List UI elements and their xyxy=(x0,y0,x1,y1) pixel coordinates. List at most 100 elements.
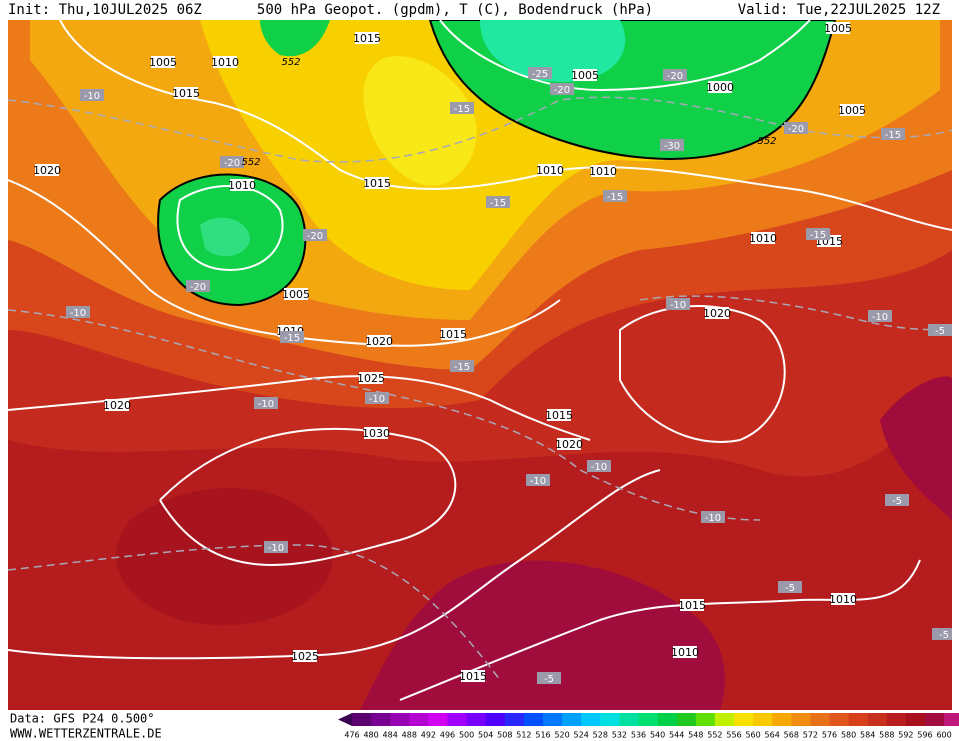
temperature-label-box xyxy=(932,628,952,640)
temperature-label: -5 xyxy=(785,583,795,594)
colorbar-tick-label: 600 xyxy=(936,731,951,740)
isobar-line xyxy=(159,427,457,566)
colorbar-tick-label: 476 xyxy=(344,731,359,740)
colorbar-cell xyxy=(409,713,429,726)
isobar-label-box xyxy=(461,670,485,682)
colorbar-cell xyxy=(734,713,754,726)
isobar-label-box xyxy=(826,22,850,34)
temperature-label: -15 xyxy=(284,333,300,344)
isobar-label-box xyxy=(751,232,775,244)
temperature-label: -20 xyxy=(307,231,323,242)
isobar-label: 1025 xyxy=(357,372,385,385)
field-dark-red xyxy=(8,380,952,710)
temperature-label-box xyxy=(537,672,561,684)
isobar-label-box xyxy=(538,164,562,176)
temperature-label-box xyxy=(784,122,808,134)
isobar-line xyxy=(399,559,921,701)
temperature-label: -10 xyxy=(70,308,86,319)
temperature-label: -30 xyxy=(664,141,680,152)
temperature-label-box xyxy=(280,331,304,343)
map-labels: 1005 1010 1015 1005 1000 1005 1005 1015 1020 1010… xyxy=(33,22,952,685)
isobar-label: 1005 xyxy=(838,104,866,117)
colorbar-tick-label: 504 xyxy=(478,731,493,740)
isobar-line xyxy=(8,375,591,441)
field-crimson xyxy=(880,376,952,520)
isobar-label: 1020 xyxy=(103,399,131,412)
colorbar-tick-label: 576 xyxy=(822,731,837,740)
isobar-label-box xyxy=(105,399,129,411)
isobar-label-box xyxy=(213,56,237,68)
field-teal xyxy=(480,20,626,82)
isobar-label: 1015 xyxy=(678,599,706,612)
valid-time: Valid: Tue,22JUL2025 12Z xyxy=(738,2,940,18)
temperature-line xyxy=(8,309,761,521)
field-bright-yellow xyxy=(363,56,477,186)
temperature-label-box xyxy=(220,156,244,168)
site-name: WWW.WETTERZENTRALE.DE xyxy=(10,727,162,741)
temperature-label-box xyxy=(666,298,690,310)
colorbar-tick-label: 548 xyxy=(688,731,703,740)
temperature-label-box xyxy=(450,360,474,372)
isobar-label-box xyxy=(705,307,729,319)
isobar-label: 1030 xyxy=(362,427,390,440)
isobar-label: 1015 xyxy=(439,328,467,341)
temperature-label: -20 xyxy=(190,282,206,293)
isobar-label: 1015 xyxy=(459,670,487,683)
temperature-label: -10 xyxy=(84,91,100,102)
colorbar-tick-label: 484 xyxy=(383,731,398,740)
colorbar-tick-label: 512 xyxy=(516,731,531,740)
isobar-label-box xyxy=(35,164,59,176)
colorbar-cell xyxy=(428,713,448,726)
isobar-label-box xyxy=(680,599,704,611)
isobar-label: 1015 xyxy=(172,87,200,100)
temperature-label: -10 xyxy=(369,394,385,405)
temperature-label: -15 xyxy=(810,230,826,241)
temperature-label-box xyxy=(264,541,288,553)
colorbar-cell xyxy=(352,713,372,726)
temperature-label: -5 xyxy=(544,674,554,685)
colorbar-cell xyxy=(466,713,487,726)
temperature-line xyxy=(8,544,501,681)
temperature-label: -15 xyxy=(885,130,901,141)
isobar-label-box xyxy=(367,335,391,347)
colorbar-tick-label: 560 xyxy=(745,731,760,740)
isobar-label-box xyxy=(355,32,379,44)
colorbar-cell xyxy=(390,713,410,726)
isobar-label: 1020 xyxy=(555,438,583,451)
temperature-label-box xyxy=(587,460,611,472)
temperature-line xyxy=(8,96,952,163)
colorbar-cell xyxy=(543,713,563,726)
isobar-label-box xyxy=(673,646,697,658)
temperature-label: -5 xyxy=(935,326,945,337)
map-border xyxy=(952,20,959,710)
isobar-label-box xyxy=(547,409,571,421)
colorbar-end xyxy=(338,713,352,726)
colorbar-tick-label: 540 xyxy=(650,731,665,740)
colorbar-tick-label: 588 xyxy=(879,731,894,740)
temperature-label: -15 xyxy=(454,362,470,373)
isobar-label: 1025 xyxy=(291,650,319,663)
field-green-light xyxy=(200,217,250,257)
temperature-label-box xyxy=(528,67,552,79)
colorbar-tick-label: 492 xyxy=(421,731,436,740)
colorbar-cell xyxy=(791,713,811,726)
geopotential-label: 552 xyxy=(281,57,300,68)
temperature-label-box xyxy=(254,397,278,409)
temperature-label: -10 xyxy=(705,513,721,524)
isobar-label-box xyxy=(174,87,198,99)
temperature-label-box xyxy=(365,392,389,404)
colorbar-cell xyxy=(886,713,907,726)
colorbar-tick-label: 556 xyxy=(726,731,741,740)
temperature-line xyxy=(639,295,952,331)
colorbar-tick-label: 552 xyxy=(707,731,722,740)
isobar-line xyxy=(8,469,661,660)
isobar-label: 1005 xyxy=(149,56,177,69)
isobar-label-box xyxy=(573,69,597,81)
isobar-line xyxy=(619,305,786,443)
colorbar-cell xyxy=(905,713,926,726)
colorbar-cell xyxy=(848,713,869,726)
isobar-label: 1005 xyxy=(824,22,852,35)
data-source: Data: GFS P24 0.500° xyxy=(10,712,155,726)
temperature-label-box xyxy=(186,280,210,292)
temperature-label-box xyxy=(80,89,104,101)
